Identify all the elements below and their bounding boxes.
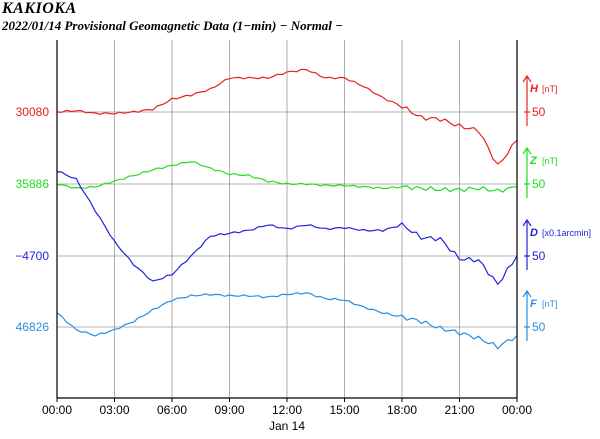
series-line-h	[56, 68, 518, 165]
series-line-d	[56, 171, 518, 286]
x-tick-label: 09:00	[214, 403, 244, 417]
series-lines	[56, 68, 518, 350]
scale-arrow-f	[522, 289, 532, 298]
x-tick-label: 12:00	[272, 403, 302, 417]
series-unit-h: [nT]	[542, 84, 558, 94]
series-name-z: Z	[529, 155, 538, 167]
x-date-label: Jan 14	[269, 419, 305, 433]
labels: 00:00 03:00 06:00 09:00 12:00 15:00 18:00 21:00…	[15, 83, 591, 433]
scale-label-d: 50	[532, 249, 546, 263]
x-tick-label: 00:00	[42, 403, 72, 417]
series-line-f	[56, 292, 518, 350]
grid	[56, 40, 518, 398]
x-tick-label: 06:00	[157, 403, 187, 417]
x-tick-label: 03:00	[99, 403, 129, 417]
scale-label-z: 50	[532, 177, 546, 191]
axes	[56, 40, 532, 402]
x-tick-label: 18:00	[387, 403, 417, 417]
baseline-label-d: −4700	[15, 249, 49, 263]
x-tick-label: 21:00	[444, 403, 474, 417]
series-unit-d: [x0.1arcmin]	[542, 228, 591, 238]
scale-arrow-h	[522, 74, 532, 83]
series-line-z	[56, 161, 518, 193]
series-unit-f: [nT]	[542, 299, 558, 309]
series-name-d: D	[530, 227, 538, 239]
scale-arrow-z	[522, 146, 532, 155]
scale-label-f: 50	[532, 320, 546, 334]
baseline-label-h: 30080	[16, 105, 50, 119]
series-name-h: H	[530, 83, 539, 95]
scale-label-h: 50	[532, 105, 546, 119]
scale-arrow-d	[522, 218, 532, 227]
series-name-f: F	[530, 298, 537, 310]
x-tick-label: 00:00	[502, 403, 532, 417]
baseline-label-z: 35886	[16, 177, 50, 191]
chart-subtitle: 2022/01/14 Provisional Geomagnetic Data …	[2, 18, 344, 33]
series-unit-z: [nT]	[542, 156, 558, 166]
x-tick-label: 15:00	[329, 403, 359, 417]
station-title: KAKIOKA	[2, 0, 77, 17]
baseline-label-f: 46826	[16, 320, 50, 334]
